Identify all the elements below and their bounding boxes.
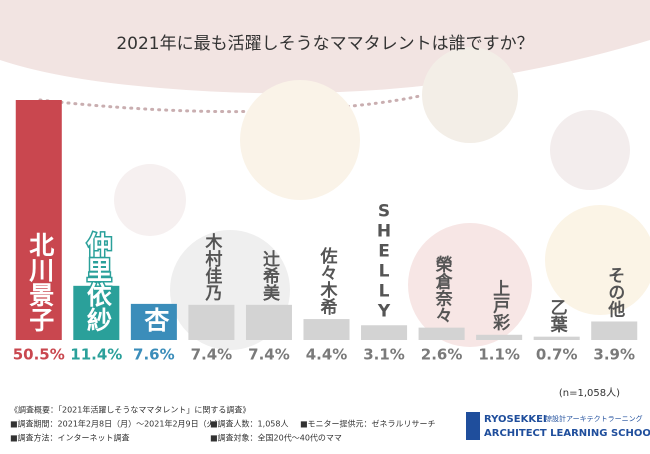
footer: 《調査概要：「2021年活躍しそうなママタレント」に関する調査》 ■調査期間：2… (10, 405, 436, 443)
decor-circle (545, 205, 650, 315)
value-label: 4.4% (306, 346, 348, 364)
category-label: 杏 (141, 307, 170, 333)
category-label: 仲里依紗 (83, 232, 112, 332)
bar (73, 285, 120, 340)
category-label: 乙葉 (547, 299, 569, 334)
footer-item: ■調査方法：インターネット調査 (10, 433, 130, 443)
category-label: 木村佳乃 (201, 232, 223, 302)
value-label: 3.1% (363, 346, 405, 364)
category-label: 辻希美 (259, 249, 280, 302)
bar (533, 336, 580, 340)
bar (476, 334, 523, 340)
category-label: 上戸彩 (489, 280, 511, 332)
category-label: SHELLY (374, 201, 394, 321)
category-label: 榮倉奈々 (432, 255, 454, 324)
bar (245, 304, 292, 340)
logo: RYOSEKKEI 諒設計アーキテクトラーニング ARCHITECT LEARN… (466, 412, 650, 440)
bar (591, 321, 638, 340)
decor-circle (240, 80, 360, 200)
footer-item: ■調査人数：1,058人 (210, 419, 288, 429)
logo-name: RYOSEKKEI (484, 414, 547, 425)
bar (361, 325, 408, 340)
footer-item: ■モニター提供元：ゼネラルリサーチ (300, 419, 436, 429)
footer-item: ■調査対象：全国20代～40代のママ (210, 433, 342, 443)
logo-en: ARCHITECT LEARNING SCHOOL (484, 428, 650, 439)
logo-mark (466, 412, 480, 440)
chart-title: 2021年に最も活躍しそうなママタレントは誰ですか？ (116, 34, 533, 54)
category-label: その他 (604, 266, 626, 317)
value-label: 11.4% (70, 346, 122, 364)
value-label: 3.9% (593, 346, 635, 364)
decor-circle (408, 223, 532, 347)
value-label: 7.6% (133, 346, 175, 364)
decor-circle (422, 47, 518, 143)
bar (15, 100, 62, 340)
category-label: 北川景子 (26, 232, 55, 332)
logo-jp: 諒設計アーキテクトラーニング (545, 414, 643, 423)
value-label: 7.4% (248, 346, 290, 364)
decor-circle (114, 164, 186, 236)
bar (130, 303, 177, 340)
value-label: 0.7% (536, 346, 578, 364)
value-label: 1.1% (478, 346, 520, 364)
decor-circle (550, 110, 630, 190)
value-label: 2.6% (421, 346, 463, 364)
note: (n=1,058人) (559, 387, 620, 399)
bar (188, 304, 235, 340)
category-label: 佐々木希 (317, 246, 339, 316)
value-label: 7.4% (191, 346, 233, 364)
footer-item: ■調査期間：2021年2月8日（月）～2021年2月9日（火） (10, 419, 223, 429)
footer-heading: 《調査概要：「2021年活躍しそうなママタレント」に関する調査》 (10, 405, 250, 415)
value-label: 50.5% (13, 346, 65, 364)
bar (303, 319, 350, 340)
bar (418, 327, 465, 340)
